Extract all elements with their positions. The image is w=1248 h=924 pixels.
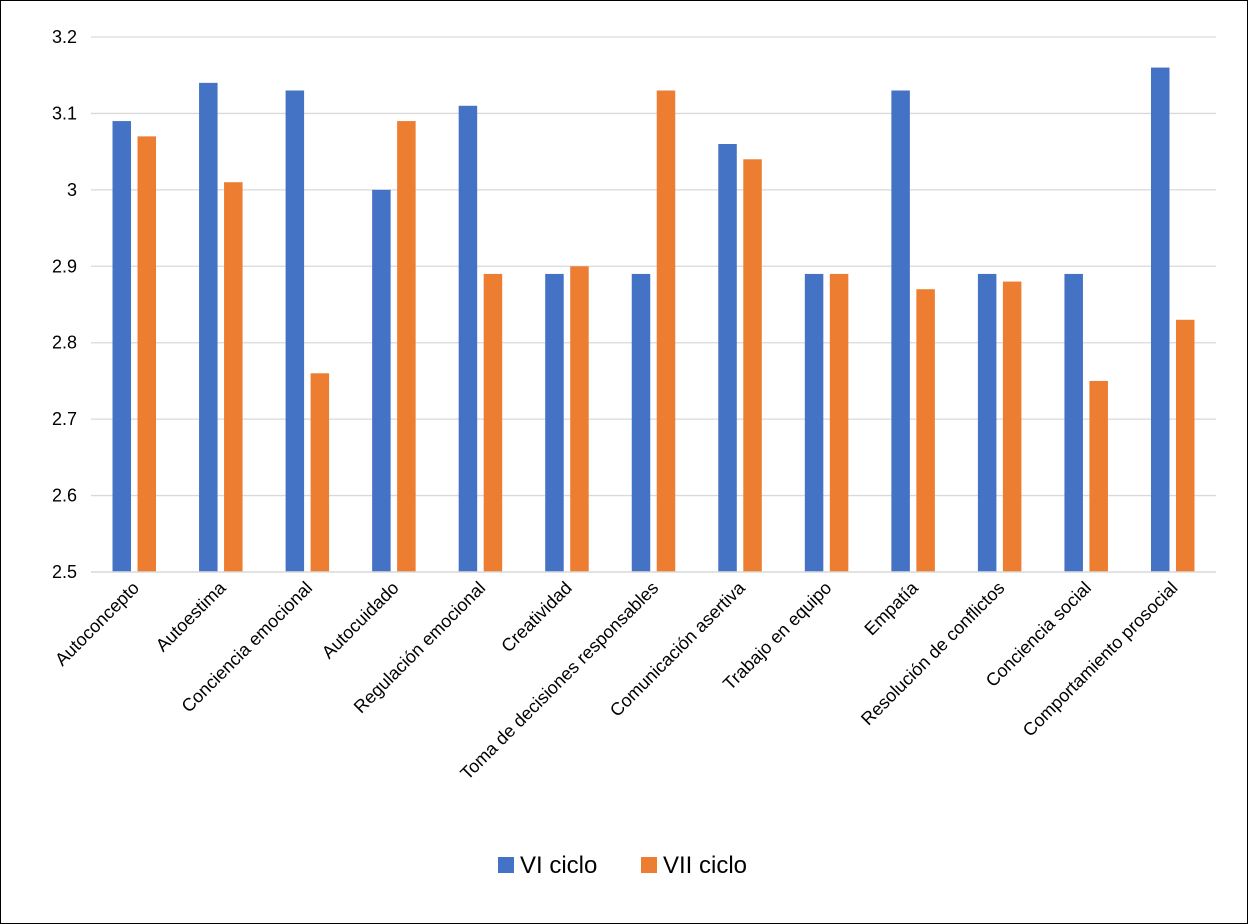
bar-vi-ciclo [718, 144, 737, 572]
y-tick-label: 2.8 [52, 333, 77, 353]
y-tick-label: 2.7 [52, 409, 77, 429]
gridlines [91, 36, 1216, 497]
y-tick-label: 3 [67, 180, 77, 200]
bar-vi-ciclo [804, 273, 824, 572]
category-label: Comportamiento prosocial [1019, 578, 1182, 741]
bar-vii-ciclo [483, 273, 503, 572]
bar-vii-ciclo [1175, 319, 1195, 572]
bar-vii-ciclo [137, 136, 157, 572]
bar-vii-ciclo [224, 182, 243, 572]
legend-swatch [641, 857, 657, 873]
bar-vi-ciclo [372, 189, 391, 572]
bar-vii-ciclo [310, 373, 330, 572]
bar-vii-ciclo [656, 90, 676, 572]
category-label: Autoconcepto [51, 578, 143, 670]
y-axis-tick-labels: 2.5 2.6 2.7 2.8 2.9 3 3.1 3.2 [52, 27, 77, 582]
y-tick-label: 3.2 [52, 27, 77, 47]
category-label: Autocuidado [318, 578, 403, 663]
bar-vii-ciclo [829, 273, 849, 572]
bar-vi-ciclo [285, 90, 305, 572]
bar-vii-ciclo [397, 121, 416, 573]
bar-vii-ciclo [916, 289, 935, 572]
bar-vi-ciclo [977, 273, 997, 572]
bar-vii-ciclo [743, 159, 762, 573]
bar-vi-ciclo [199, 82, 218, 572]
y-tick-label: 2.6 [52, 486, 77, 506]
legend-swatch [498, 857, 514, 873]
category-label: Creatividad [497, 578, 576, 657]
bar-vii-ciclo [570, 266, 589, 572]
y-tick-label: 2.9 [52, 256, 77, 276]
category-label: Empatía [860, 577, 922, 639]
legend: VI ciclo VII ciclo [498, 852, 747, 879]
bar-vi-ciclo [1064, 273, 1083, 572]
bar-vi-ciclo [545, 273, 564, 572]
bar-vi-ciclo [458, 105, 478, 573]
bar-vi-ciclo [631, 273, 651, 572]
category-label: Resolución de conflictos [857, 578, 1008, 729]
bar-vii-ciclo [1002, 281, 1022, 572]
bar-vi-ciclo [112, 121, 132, 573]
legend-label: VII ciclo [663, 852, 747, 879]
y-tick-label: 3.1 [52, 103, 77, 123]
legend-label: VI ciclo [520, 852, 597, 879]
y-tick-label: 2.5 [52, 562, 77, 582]
bar-vi-ciclo [891, 90, 910, 572]
bar-vi-ciclo [1150, 67, 1170, 573]
category-label: Autoestima [152, 577, 231, 656]
bars [112, 67, 1195, 573]
bar-vii-ciclo [1089, 380, 1108, 572]
